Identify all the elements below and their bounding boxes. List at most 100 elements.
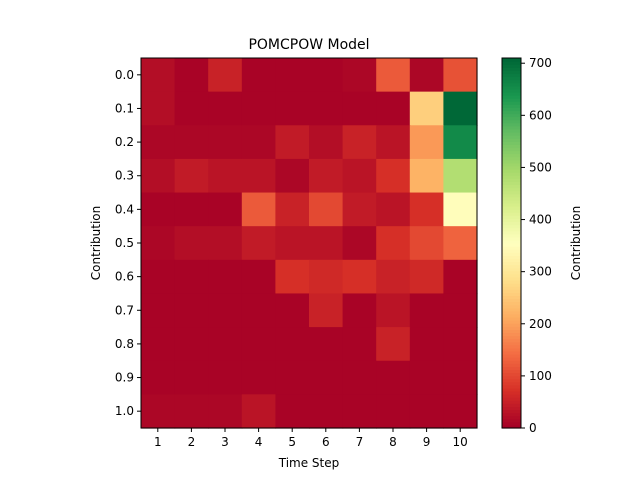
colorbar-segment [502, 391, 521, 395]
colorbar-segment [502, 357, 521, 361]
colorbar-segment [502, 91, 521, 96]
heatmap-cell [376, 360, 411, 395]
heatmap-cell [409, 394, 444, 429]
x-tick-label: 9 [423, 435, 431, 449]
colorbar-segment [502, 101, 521, 105]
colorbar-segment [502, 85, 521, 90]
colorbar-segment [502, 258, 521, 263]
heatmap-cell [376, 293, 411, 328]
colorbar-segment [502, 224, 521, 229]
colorbar-tick-label: 0 [529, 421, 537, 435]
colorbar-segment [502, 122, 521, 127]
x-tick-label: 6 [322, 435, 330, 449]
heatmap-cell [309, 125, 344, 160]
heatmap-cell [208, 125, 243, 160]
heatmap-cell [141, 192, 176, 227]
heatmap-cell [275, 91, 310, 126]
heatmap-cell [241, 91, 276, 126]
heatmap-cell [174, 192, 209, 227]
heatmap-cell [376, 192, 411, 227]
heatmap-cell [174, 293, 209, 328]
heatmap-cell [174, 394, 209, 429]
colorbar-tick-label: 300 [529, 265, 552, 279]
colorbar-segment [502, 255, 521, 260]
heatmap-cell [174, 125, 209, 160]
heatmap-cell [309, 293, 344, 328]
colorbar-ticks: 0 100 200 300 400 500 600 700 [521, 56, 552, 435]
colorbar-segment [502, 397, 521, 401]
colorbar-segment [502, 347, 521, 352]
heatmap-cell [174, 226, 209, 261]
colorbar-segment [502, 175, 521, 179]
heatmap-cell [241, 58, 276, 93]
colorbar-segment [502, 218, 521, 223]
y-tick-label: 0.1 [115, 101, 134, 115]
colorbar-segment [502, 61, 521, 65]
heatmap-cell [208, 293, 243, 328]
heatmap-cell [309, 192, 344, 227]
heatmap-cell [376, 259, 411, 295]
heatmap-cell [208, 192, 243, 227]
colorbar-segment [502, 246, 521, 250]
colorbar-segment [502, 424, 521, 429]
colorbar-segment [502, 295, 521, 300]
colorbar-segment [502, 412, 521, 417]
colorbar-segment [502, 95, 521, 99]
heatmap-cell [376, 327, 411, 362]
heatmap-cell [141, 58, 176, 93]
colorbar-segment [502, 206, 521, 210]
heatmap-cell [174, 360, 209, 395]
heatmap-cell [443, 158, 478, 194]
colorbar-segment [502, 215, 521, 219]
heatmap-cell [376, 158, 411, 194]
heatmap-cell [141, 125, 176, 160]
colorbar-segment [502, 239, 521, 244]
colorbar-segment [502, 82, 521, 87]
colorbar-segment [502, 252, 521, 256]
heatmap-cell [275, 58, 310, 93]
heatmap-cell [141, 158, 176, 194]
colorbar-segment [502, 236, 521, 241]
y-tick-label: 0.6 [115, 270, 134, 284]
heatmap-cell [409, 125, 444, 160]
colorbar-segment [502, 156, 521, 161]
colorbar-segment [502, 169, 521, 173]
colorbar-segment [502, 354, 521, 358]
colorbar-segment [502, 227, 521, 232]
colorbar-segment [502, 125, 521, 130]
colorbar-segment [502, 147, 521, 152]
colorbar-segment [502, 267, 521, 272]
x-tick-label: 2 [188, 435, 196, 449]
colorbar-segment [502, 384, 521, 389]
colorbar-segment [502, 193, 521, 198]
heatmap-cell [409, 158, 444, 194]
heatmap-cell [309, 226, 344, 261]
colorbar-segment [502, 132, 521, 136]
colorbar-segment [502, 178, 521, 182]
heatmap-cell [241, 259, 276, 295]
heatmap-cell [309, 259, 344, 295]
y-tick-label: 0.9 [115, 371, 134, 385]
heatmap-cell [208, 158, 243, 194]
colorbar-segment [502, 162, 521, 167]
heatmap-cell [443, 293, 478, 328]
heatmap-cell [342, 327, 377, 362]
colorbar-segment [502, 403, 521, 408]
heatmap-cell [409, 360, 444, 395]
colorbar-segment [502, 79, 521, 84]
x-tick-label: 1 [154, 435, 162, 449]
heatmap-cell [376, 91, 411, 126]
colorbar-segment [502, 323, 521, 327]
colorbar-segment [502, 338, 521, 343]
heatmap-cell [376, 226, 411, 261]
heatmap-cell [309, 91, 344, 126]
heatmap-cell [275, 125, 310, 160]
heatmap-cell [275, 259, 310, 295]
y-axis-ticks: 0.0 0.1 0.2 0.3 0.4 0.5 0.6 0.7 0.8 0.9 1.0 [115, 68, 141, 418]
colorbar-segment [502, 415, 521, 420]
y-tick-label: 0.7 [115, 303, 134, 317]
colorbar-segment [502, 88, 521, 93]
colorbar-segment [502, 116, 521, 121]
colorbar-segment [502, 301, 521, 306]
colorbar-tick-label: 200 [529, 317, 552, 331]
